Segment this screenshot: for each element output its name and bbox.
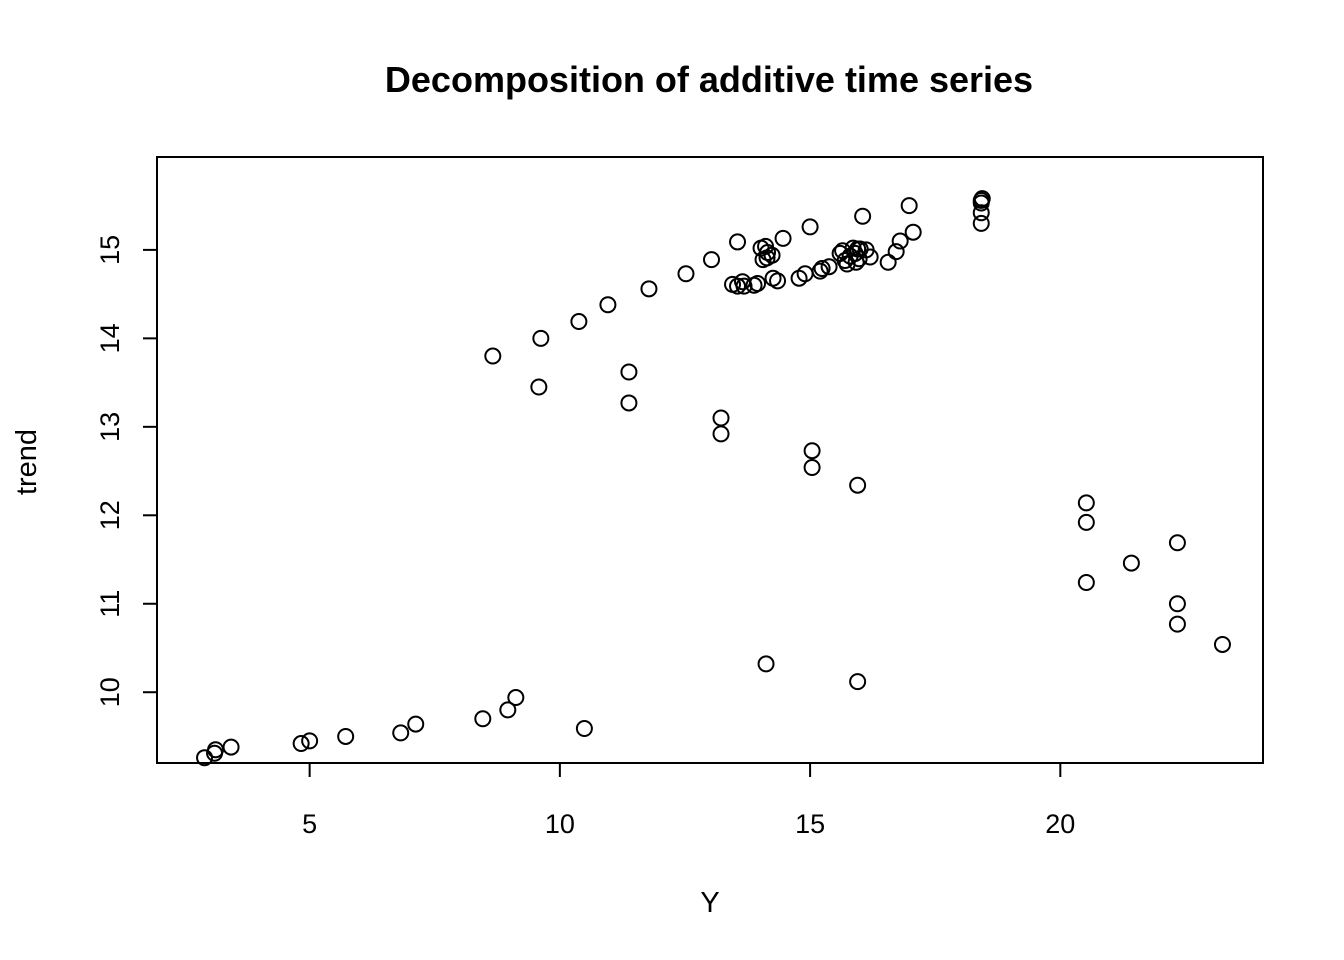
data-point: [973, 190, 991, 208]
x-tick-label: 5: [302, 809, 317, 839]
data-point: [677, 265, 695, 283]
y-tick-label: 11: [95, 590, 125, 618]
data-point: [729, 233, 747, 251]
data-point: [1168, 534, 1186, 552]
data-point: [813, 259, 831, 277]
data-point: [392, 724, 410, 742]
data-point: [532, 329, 550, 347]
data-point: [854, 207, 872, 225]
y-axis: 10 11 12 13 14 15: [95, 235, 158, 707]
data-point: [703, 251, 721, 269]
data-point: [570, 313, 588, 331]
data-point: [292, 735, 310, 753]
data-point: [1213, 635, 1231, 653]
plot-frame: [156, 156, 1264, 764]
data-point: [507, 689, 525, 707]
data-point: [1077, 494, 1095, 512]
data-point: [749, 275, 767, 293]
data-point: [763, 246, 781, 264]
data-point: [620, 363, 638, 381]
data-point: [879, 253, 897, 271]
data-point: [1077, 513, 1095, 531]
data-point: [1168, 595, 1186, 613]
data-point: [820, 258, 838, 276]
y-tick-label: 13: [95, 412, 125, 442]
data-point: [729, 277, 747, 295]
data-point: [849, 476, 867, 494]
data-point: [811, 262, 829, 280]
data-point: [803, 442, 821, 460]
x-tick-label: 20: [1045, 809, 1075, 839]
data-point: [757, 655, 775, 673]
data-point: [337, 727, 355, 745]
data-point: [861, 248, 879, 266]
data-point: [474, 710, 492, 728]
data-point: [972, 214, 990, 232]
data-point: [620, 394, 638, 412]
data-point: [803, 459, 821, 477]
data-point: [484, 347, 502, 365]
data-point: [887, 243, 905, 261]
data-point: [849, 673, 867, 691]
data-point: [222, 738, 240, 756]
x-tick-label: 10: [545, 809, 575, 839]
data-point: [301, 732, 319, 750]
data-point: [196, 749, 214, 767]
x-tick-label: 15: [795, 809, 825, 839]
data-point: [891, 232, 909, 250]
x-axis-label: Y: [700, 887, 719, 919]
data-point: [499, 701, 517, 719]
data-point: [769, 272, 787, 290]
data-point: [640, 280, 658, 298]
data-point: [904, 223, 922, 241]
y-tick-label: 14: [95, 323, 125, 353]
data-point: [774, 229, 792, 247]
data-point: [900, 197, 918, 215]
data-point: [1168, 615, 1186, 633]
data-point: [712, 409, 730, 427]
data-point: [599, 296, 617, 314]
data-point: [1077, 574, 1095, 592]
data-point: [575, 719, 593, 737]
y-axis-label: trend: [11, 429, 43, 495]
x-axis: 5 10 15 20: [302, 762, 1075, 839]
data-point: [712, 425, 730, 443]
chart-title: Decomposition of additive time series: [385, 59, 1033, 100]
data-point: [530, 378, 548, 396]
y-tick-label: 15: [95, 235, 125, 265]
data-point: [407, 715, 425, 733]
y-tick-label: 10: [95, 677, 125, 707]
y-tick-label: 12: [95, 500, 125, 530]
data-point: [801, 218, 819, 236]
data-points: [196, 190, 1231, 767]
data-point: [1122, 554, 1140, 572]
